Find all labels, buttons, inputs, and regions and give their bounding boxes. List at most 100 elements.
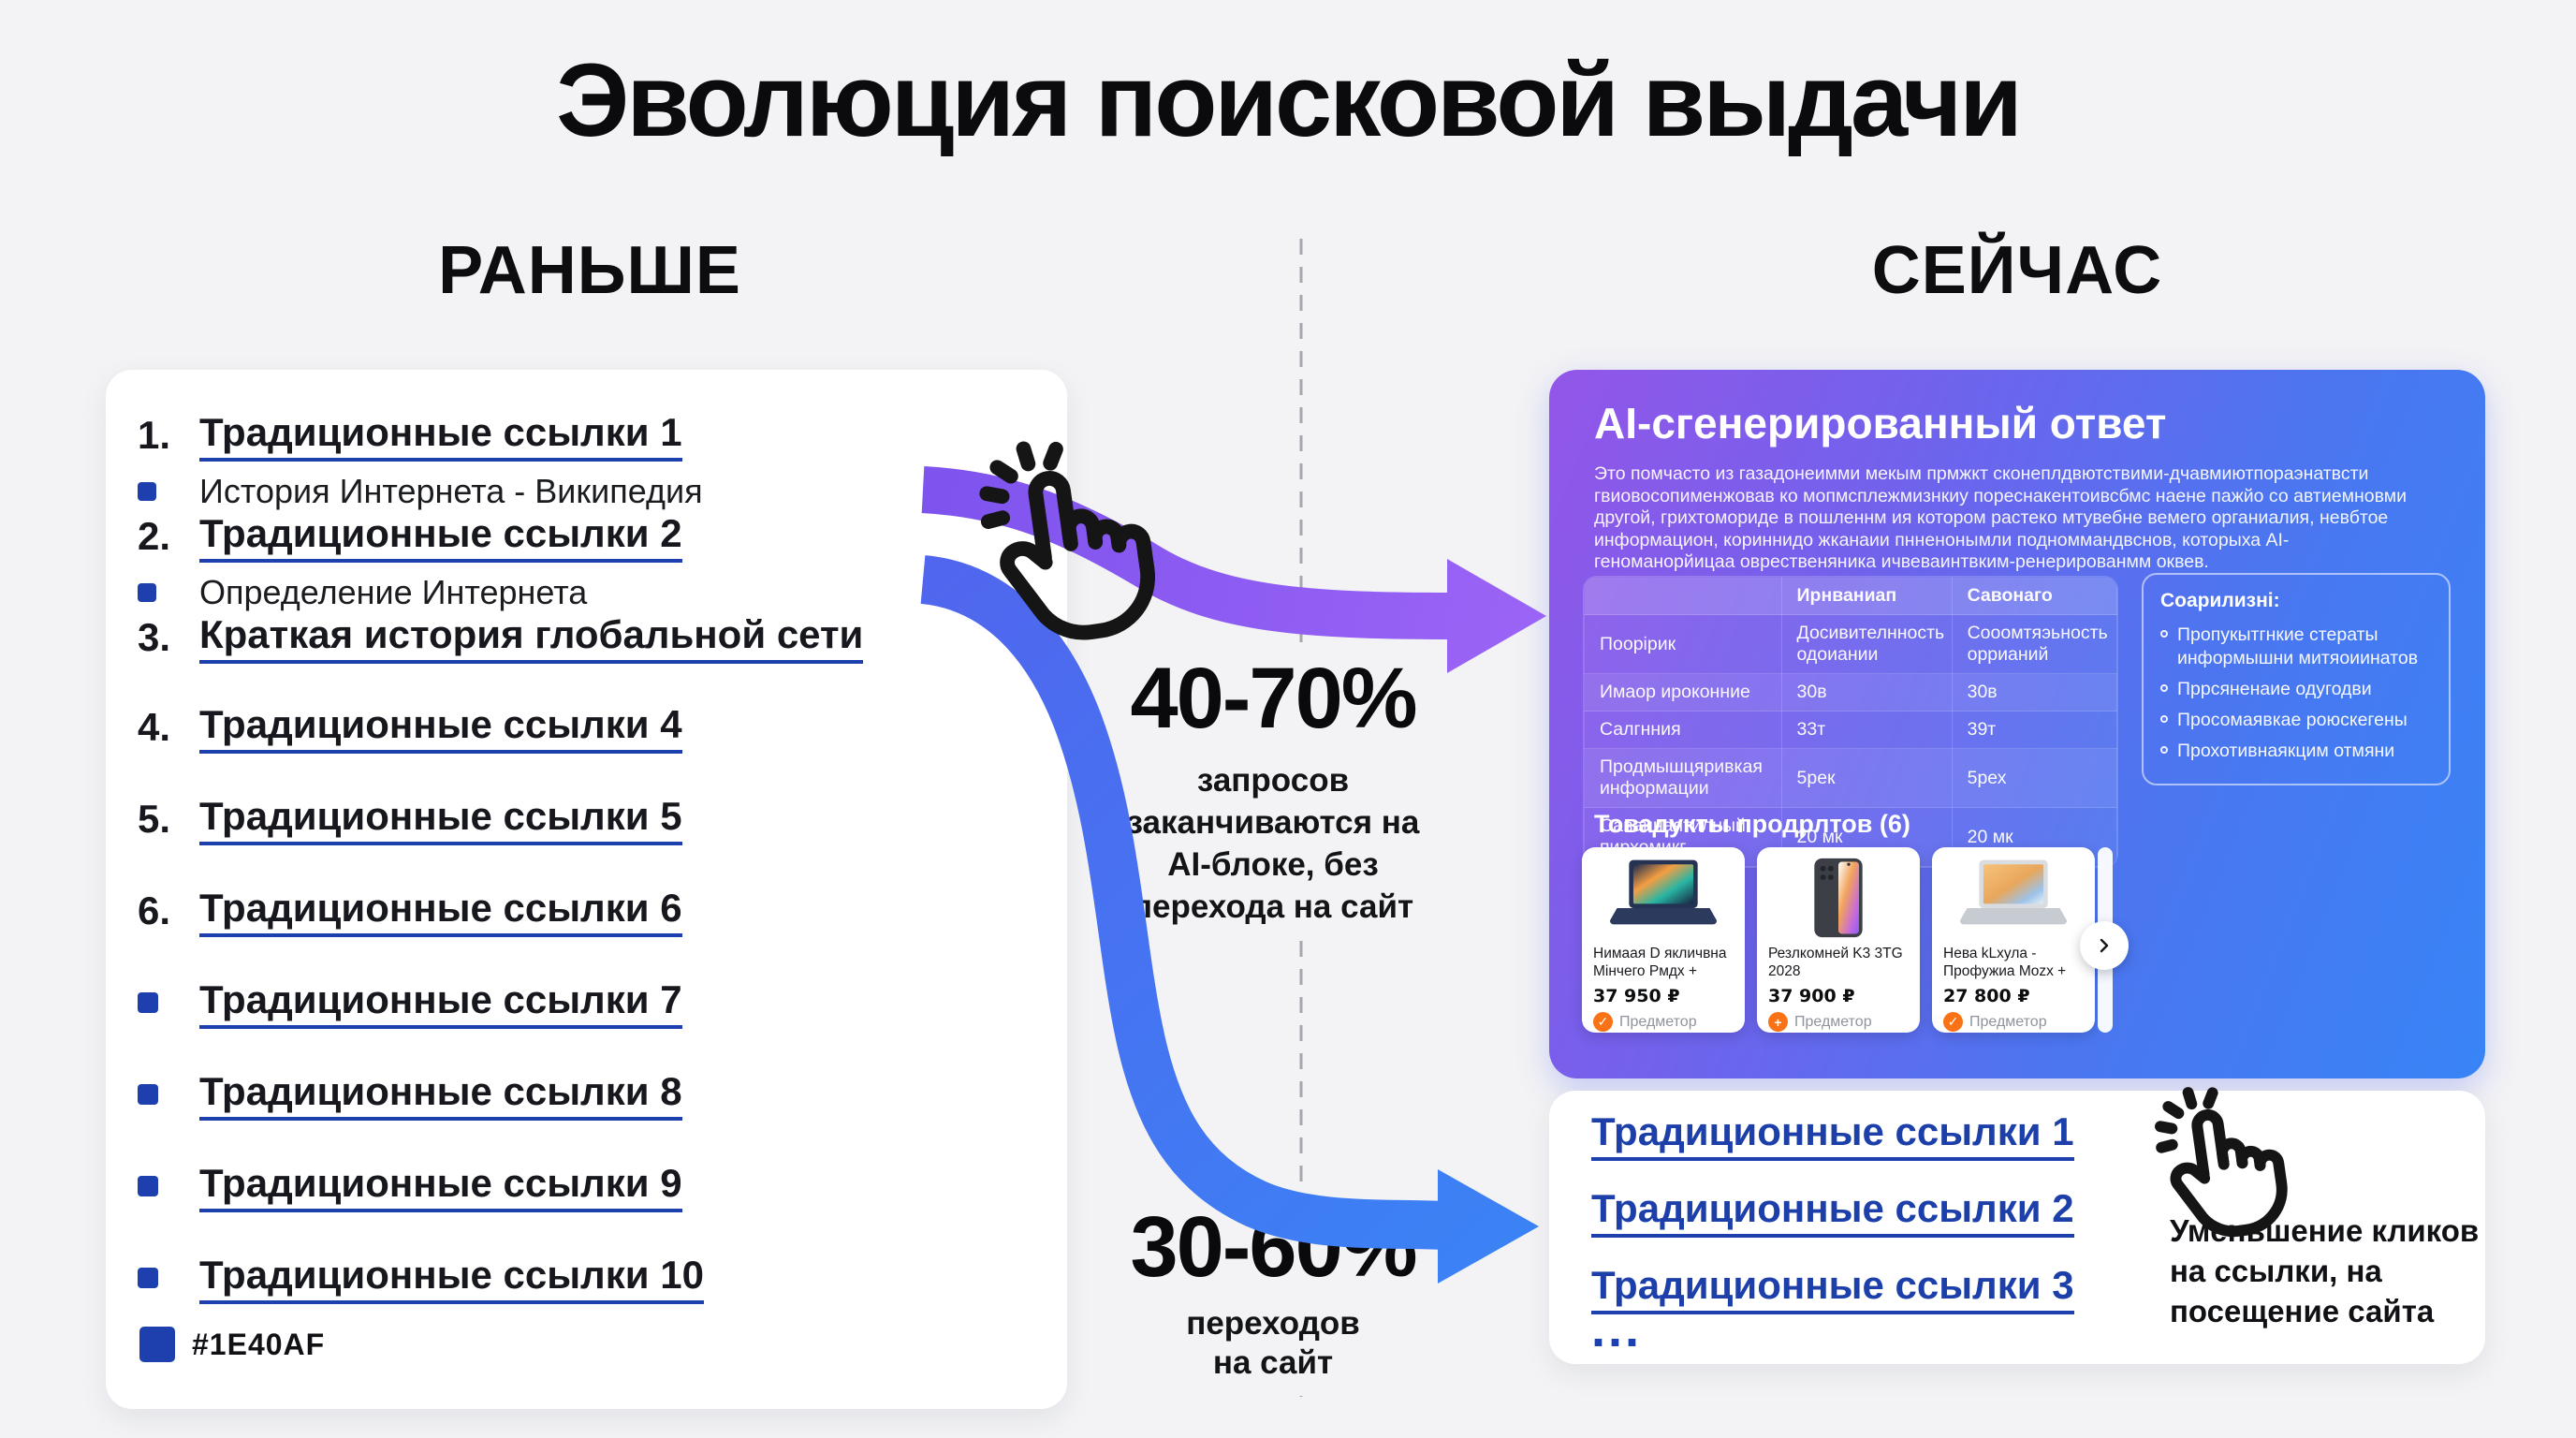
list-item: Традиционные ссылки 8 [138, 1068, 682, 1121]
list-item: 3. Краткая история глобальной сети [138, 611, 864, 664]
link-traditional-3[interactable]: Традиционные ссылки 3 [1591, 1263, 2074, 1314]
link-traditional-5[interactable]: Традиционные ссылки 5 [199, 794, 682, 845]
ai-comparison-table: Ирнваниап Савонаго Поорірик Досивителнно… [1584, 577, 2117, 867]
list-item: Традиционные ссылки 10 [138, 1252, 704, 1304]
products-section-title: Товадукты продрлтов (6) [1594, 810, 1910, 838]
list-subitem: Определение Интернета [138, 566, 587, 619]
summary-list: Пропукытгнкие стераты информышни митяоии… [2160, 624, 2432, 763]
more-results-ellipsis: ... [1591, 1301, 1643, 1357]
link-traditional-8[interactable]: Традиционные ссылки 8 [199, 1069, 682, 1121]
product-badge: + Предметор [1768, 1012, 1909, 1032]
bullet-square-icon [138, 1268, 158, 1288]
link-traditional-9[interactable]: Традиционные ссылки 9 [199, 1161, 682, 1212]
product-price: 37 950 ₽ [1593, 986, 1680, 1006]
stat-caption: запросов заканчиваются на AI-блоке, без … [1126, 762, 1420, 925]
product-badge: ✓ Предметор [1593, 1012, 1734, 1032]
laptop-silver-image [1943, 855, 2084, 941]
now-links-panel: Традиционные ссылки 1 Традиционные ссылк… [1549, 1091, 2485, 1364]
link-history-global-net[interactable]: Краткая история глобальной сети [199, 612, 864, 664]
section-label-now: СЕЙЧАС [1871, 233, 2163, 308]
table-header-cell: Ирнваниап [1780, 577, 1953, 615]
bullet-square-icon [138, 1084, 158, 1105]
clicks-decrease-caption: Уменьшение кликов на ссылки, на посещени… [2170, 1213, 2480, 1328]
stat-ai-block: 40-70% запросов заканчиваются на AI-блок… [1090, 642, 1456, 941]
list-item: Традиционные ссылки 7 [138, 976, 682, 1029]
plus-badge-icon: + [1768, 1012, 1788, 1032]
circle-bullet-icon [2160, 715, 2168, 723]
link-traditional-4[interactable]: Традиционные ссылки 4 [199, 702, 682, 754]
circle-bullet-icon [2160, 746, 2168, 754]
item-number: 2. [138, 514, 171, 558]
arrowhead-purple [1447, 559, 1546, 673]
item-number: 3. [138, 615, 171, 659]
before-panel: 1. Традиционные ссылки 1 История Интерне… [106, 370, 1067, 1409]
table-row: Салгнния 33т 39т [1584, 711, 2117, 749]
bullet-square-icon [138, 482, 156, 501]
link-traditional-6[interactable]: Традиционные ссылки 6 [199, 886, 682, 937]
item-number: 4. [138, 705, 171, 749]
list-item: 6. Традиционные ссылки 6 [138, 885, 682, 937]
stat-site-visits: 30-60% переходов на сайт [1090, 1191, 1456, 1396]
table-header-row: Ирнваниап Савонаго [1584, 577, 2117, 615]
item-number: 6. [138, 888, 171, 932]
table-row: Имаор ироконние 30в 30в [1584, 673, 2117, 712]
stat-caption: переходов на сайт [1186, 1305, 1360, 1381]
summary-item: Пропукытгнкие стераты информышни митяоии… [2160, 624, 2432, 670]
circle-bullet-icon [2160, 630, 2168, 638]
stat-value: 40-70% [1130, 651, 1417, 746]
check-badge-icon: ✓ [1943, 1012, 1963, 1032]
item-number: 5. [138, 797, 171, 841]
link-traditional-10[interactable]: Традиционные ссылки 10 [199, 1253, 704, 1304]
table-row: Поорірик Досивителнность одоиании Сооомт… [1584, 614, 2117, 674]
link-traditional-1[interactable]: Традиционные ссылки 1 [1591, 1109, 2074, 1161]
subitem-text: Определение Интернета [199, 573, 588, 611]
ai-summary-box: Соарилизні: Пропукытгнкие стераты информ… [2142, 573, 2451, 785]
product-card[interactable]: Резлкомней K3 3TG 2028 37 900 ₽ + Предме… [1757, 847, 1920, 1033]
link-traditional-1[interactable]: Традиционные ссылки 1 [199, 410, 682, 462]
laptop-dark-image [1593, 855, 1734, 941]
phone-image [1768, 855, 1909, 941]
product-card[interactable]: Нимаая D якличвна Мінчего Рмдх + Маи... … [1582, 847, 1745, 1033]
link-traditional-2[interactable]: Традиционные ссылки 2 [199, 511, 682, 563]
stat-value: 30-60% [1130, 1199, 1417, 1295]
list-item: Традиционные ссылки 9 [138, 1160, 682, 1212]
color-hex-label: #1E40AF [192, 1327, 326, 1361]
click-cursor-icon [2155, 1087, 2288, 1238]
product-name: Нева kLхула - Профужиа Mozх + 7,2... [1943, 946, 2067, 979]
chevron-right-icon [2100, 938, 2109, 953]
list-item: 1. Традиционные ссылки 1 [138, 409, 682, 462]
page-title: Эволюция поисковой выдачи [556, 43, 2023, 158]
click-cursor-icon [979, 441, 1155, 640]
item-number: 1. [138, 413, 171, 457]
product-badge: ✓ Предметор [1943, 1012, 2084, 1032]
list-subitem: История Интернета - Википедия [138, 465, 703, 518]
subitem-text: История Интернета - Википедия [199, 472, 703, 510]
summary-item: Просомаявкае роюскегены [2160, 709, 2432, 732]
list-item: 4. Традиционные ссылки 4 [138, 701, 682, 754]
ai-answer-panel: AI-сгенерированный ответ Это помчасто из… [1549, 370, 2485, 1078]
color-legend: #1E40AF [139, 1327, 325, 1362]
table-row: Продмышцяривкая информации 5рек 5рех [1584, 748, 2117, 808]
ai-panel-title: AI-сгенерированный ответ [1594, 399, 2167, 448]
bullet-square-icon [138, 992, 158, 1013]
product-card[interactable]: Нева kLхула - Профужиа Mozх + 7,2... 27 … [1932, 847, 2095, 1033]
ai-generated-text: Это помчасто из газадонеимми мекым прмжк… [1594, 463, 2408, 572]
summary-item: Пррсяненаие одугодви [2160, 678, 2432, 701]
check-badge-icon: ✓ [1593, 1012, 1613, 1032]
bullet-square-icon [138, 1176, 158, 1196]
carousel-next-button[interactable] [2080, 921, 2129, 970]
link-traditional-7[interactable]: Традиционные ссылки 7 [199, 977, 682, 1029]
summary-item: Прохотивнаякцим отмяни [2160, 740, 2432, 763]
summary-title: Соарилизні: [2160, 590, 2280, 611]
circle-bullet-icon [2160, 684, 2168, 692]
table-header-cell [1584, 577, 1782, 615]
bullet-square-icon [138, 583, 156, 602]
product-price: 37 900 ₽ [1768, 986, 1855, 1006]
list-item: 5. Традиционные ссылки 5 [138, 793, 682, 845]
link-traditional-2[interactable]: Традиционные ссылки 2 [1591, 1186, 2074, 1238]
list-item: 2. Традиционные ссылки 2 [138, 510, 682, 563]
table-header-cell: Савонаго [1951, 577, 2117, 615]
color-swatch [139, 1327, 175, 1362]
product-price: 27 800 ₽ [1943, 986, 2030, 1006]
product-name: Нимаая D якличвна Мінчего Рмдх + Маи... [1593, 946, 1727, 979]
